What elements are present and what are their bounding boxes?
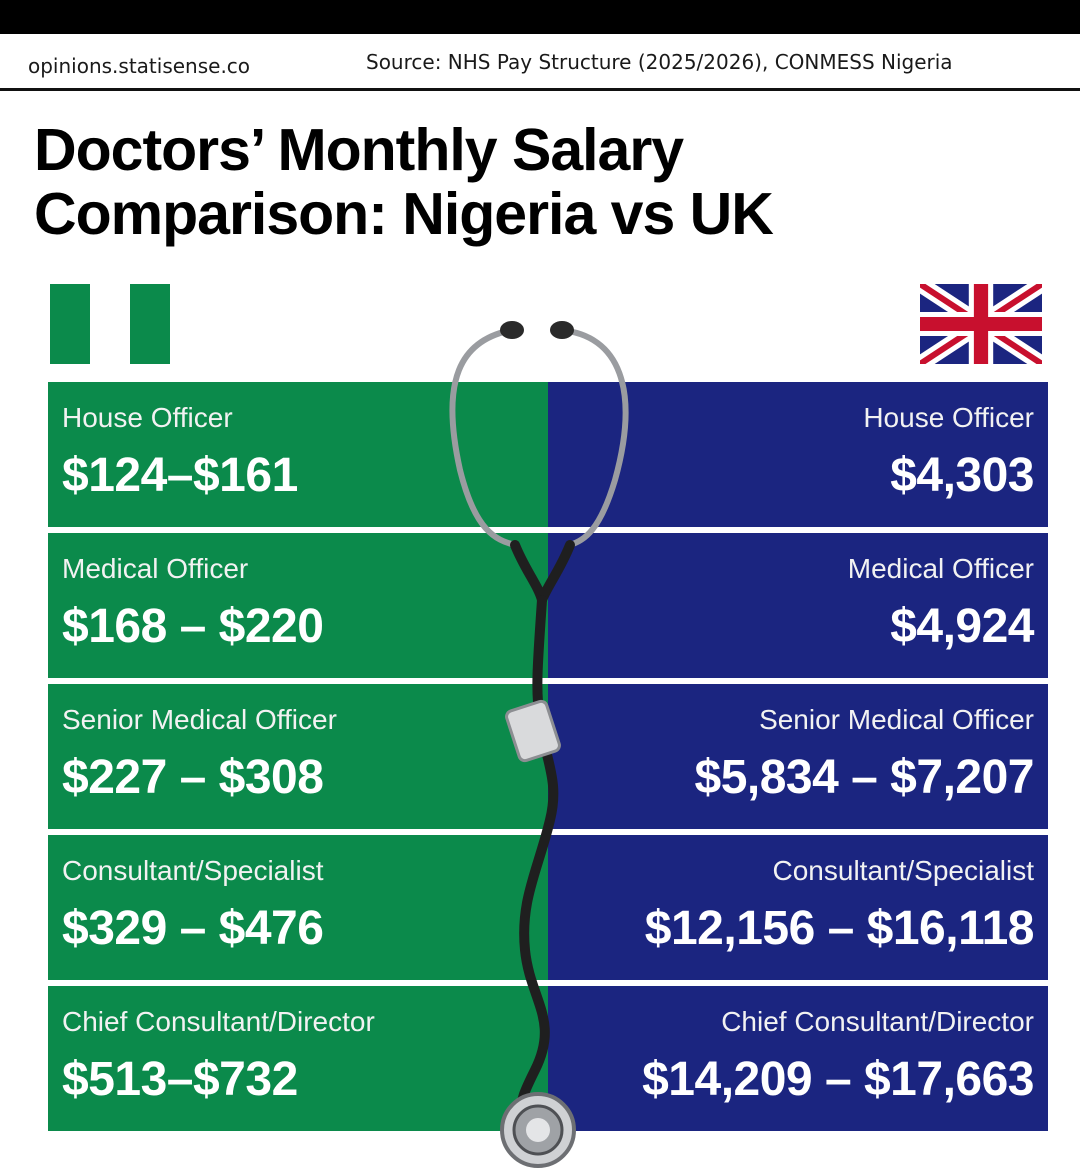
nigeria-role: House Officer <box>62 402 233 433</box>
uk-amount: $12,156 – $16,118 <box>644 902 1035 955</box>
uk-row-senior-medical-officer: Senior Medical Officer $5,834 – $7,207 <box>548 684 1048 829</box>
uk-column: House Officer $4,303 Medical Officer $4,… <box>548 382 1048 1137</box>
nigeria-amount: $329 – $476 <box>62 902 324 955</box>
uk-amount: $4,924 <box>890 600 1034 653</box>
nigeria-column: House Officer $124–$161 Medical Officer … <box>48 382 548 1137</box>
uk-row-chief-consultant: Chief Consultant/Director $14,209 – $17,… <box>548 986 1048 1131</box>
nigeria-role: Chief Consultant/Director <box>62 1006 375 1037</box>
nigeria-amount: $168 – $220 <box>62 600 324 653</box>
title-line-1: Doctors’ Monthly Salary <box>34 117 684 183</box>
nigeria-row-consultant: Consultant/Specialist $329 – $476 <box>48 835 548 980</box>
nigeria-row-medical-officer: Medical Officer $168 – $220 <box>48 533 548 678</box>
nigeria-role: Consultant/Specialist <box>62 855 324 886</box>
uk-role: Medical Officer <box>847 553 1034 584</box>
nigeria-role: Medical Officer <box>62 553 249 584</box>
uk-role: Consultant/Specialist <box>772 855 1034 886</box>
source-note: Source: NHS Pay Structure (2025/2026), C… <box>366 50 953 74</box>
site-url[interactable]: opinions.statisense.co <box>28 54 251 78</box>
nigeria-row-house-officer: House Officer $124–$161 <box>48 382 548 527</box>
nigeria-amount: $124–$161 <box>62 449 298 502</box>
uk-flag-icon <box>920 284 1042 364</box>
page-title: Doctors’ Monthly Salary Comparison: Nige… <box>34 118 934 246</box>
uk-role: Senior Medical Officer <box>759 704 1034 735</box>
meta-row: opinions.statisense.co Source: NHS Pay S… <box>0 34 1080 90</box>
nigeria-flag-icon <box>50 284 170 364</box>
nigeria-row-chief-consultant: Chief Consultant/Director $513–$732 <box>48 986 548 1131</box>
uk-row-house-officer: House Officer $4,303 <box>548 382 1048 527</box>
nigeria-row-senior-medical-officer: Senior Medical Officer $227 – $308 <box>48 684 548 829</box>
uk-amount: $5,834 – $7,207 <box>694 751 1035 804</box>
uk-role: House Officer <box>863 402 1034 433</box>
uk-amount: $4,303 <box>890 449 1034 502</box>
uk-role: Chief Consultant/Director <box>721 1006 1034 1037</box>
nigeria-amount: $513–$732 <box>62 1053 298 1106</box>
uk-row-medical-officer: Medical Officer $4,924 <box>548 533 1048 678</box>
uk-row-consultant: Consultant/Specialist $12,156 – $16,118 <box>548 835 1048 980</box>
top-black-bar <box>0 0 1080 34</box>
uk-amount: $14,209 – $17,663 <box>642 1053 1034 1106</box>
header-divider <box>0 88 1080 91</box>
nigeria-amount: $227 – $308 <box>62 751 324 804</box>
title-line-2: Comparison: Nigeria vs UK <box>34 181 774 247</box>
nigeria-role: Senior Medical Officer <box>62 704 337 735</box>
